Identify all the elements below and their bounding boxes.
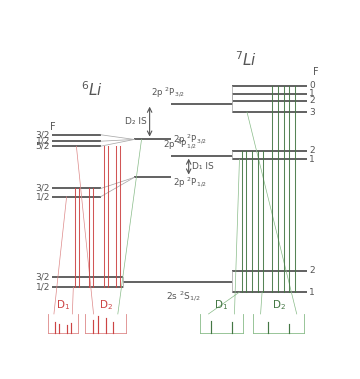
Text: D₁ IS: D₁ IS	[192, 162, 214, 171]
Text: D$_2$: D$_2$	[99, 298, 113, 312]
Text: D$_2$: D$_2$	[272, 298, 285, 312]
Text: 2p $^2$P$_{1/2}$: 2p $^2$P$_{1/2}$	[163, 138, 197, 152]
Text: 2p $^2$P$_{3/2}$: 2p $^2$P$_{3/2}$	[173, 132, 207, 147]
Text: 2p $^2$P$_{3/2}$: 2p $^2$P$_{3/2}$	[151, 86, 185, 100]
Text: 2: 2	[309, 146, 315, 155]
Text: 1/2: 1/2	[36, 192, 50, 201]
Text: 3/2: 3/2	[36, 273, 50, 282]
Text: 2p $^2$P$_{1/2}$: 2p $^2$P$_{1/2}$	[173, 175, 207, 190]
Text: D₂ IS: D₂ IS	[125, 117, 146, 126]
Text: 1/2: 1/2	[36, 283, 50, 291]
Text: 1: 1	[309, 89, 315, 98]
Text: 0: 0	[309, 81, 315, 90]
Text: 2: 2	[309, 96, 315, 105]
Text: 3/2: 3/2	[36, 130, 50, 139]
Text: 1: 1	[309, 288, 315, 297]
Text: 2s $^2$S$_{1/2}$: 2s $^2$S$_{1/2}$	[166, 290, 201, 304]
Text: F: F	[50, 122, 56, 132]
Text: D$_1$: D$_1$	[56, 298, 70, 312]
Text: F: F	[314, 67, 319, 77]
Text: 3: 3	[309, 108, 315, 116]
Text: 1: 1	[309, 155, 315, 164]
Text: 2: 2	[309, 266, 315, 275]
Text: $^7$Li: $^7$Li	[235, 51, 257, 69]
Text: 5/2: 5/2	[36, 142, 50, 151]
Text: $^6$Li: $^6$Li	[81, 80, 103, 99]
Text: 3/2: 3/2	[36, 184, 50, 193]
Text: 1/2: 1/2	[36, 137, 50, 146]
Text: D$_1$: D$_1$	[215, 298, 229, 312]
